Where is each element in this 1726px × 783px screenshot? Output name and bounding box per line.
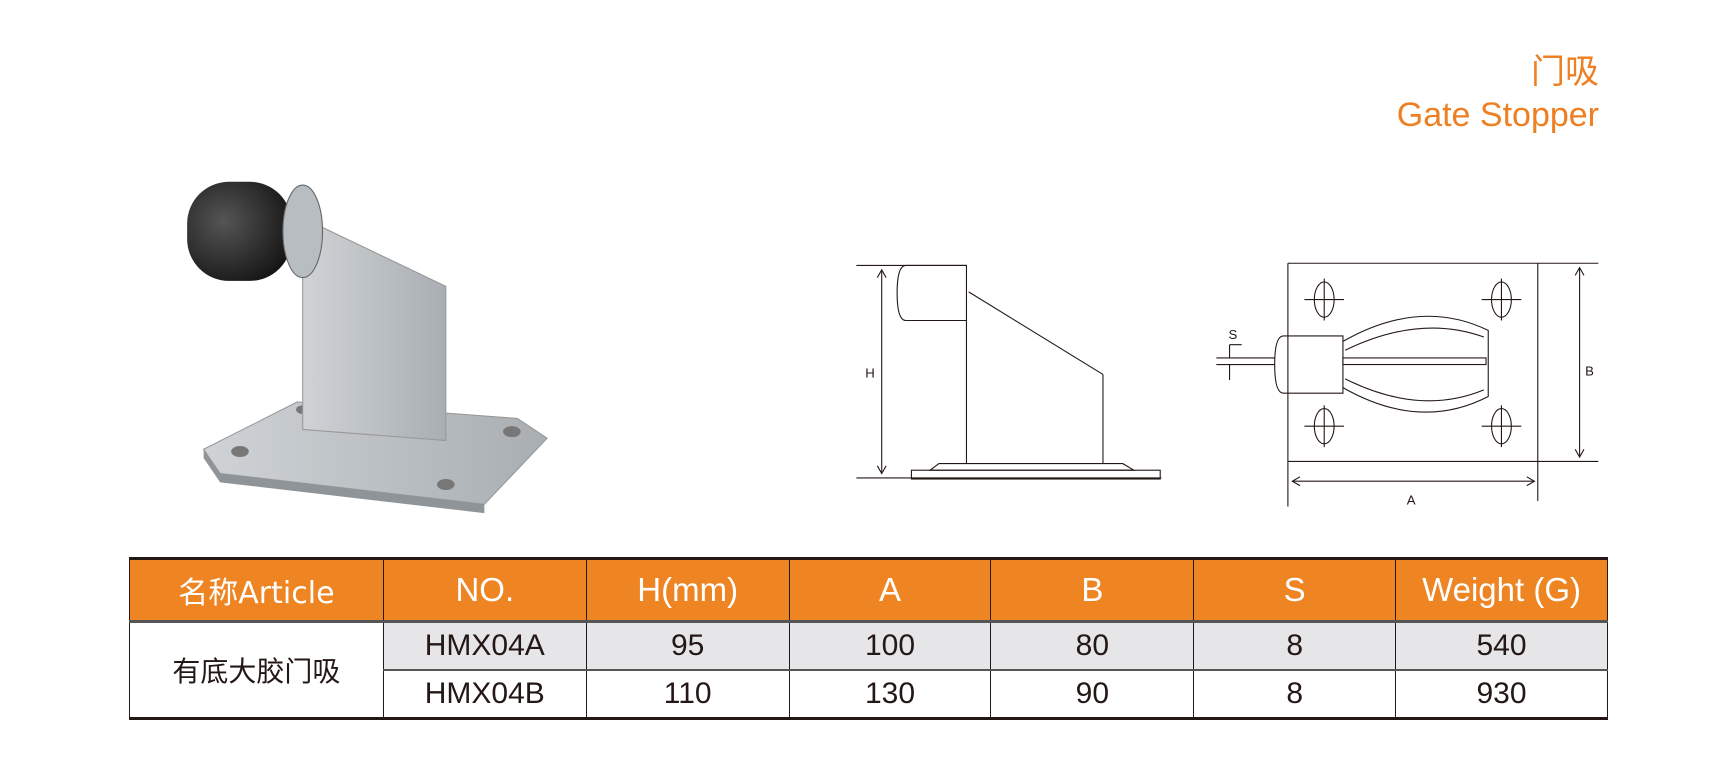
header-b: B bbox=[990, 558, 1195, 623]
header-weight: Weight (G) bbox=[1395, 558, 1608, 623]
cell-a: 100 bbox=[788, 621, 992, 671]
mount-hole-icons bbox=[1304, 278, 1522, 448]
cell-s: 8 bbox=[1193, 670, 1397, 719]
table-row: HMX04B 110 130 90 8 930 bbox=[130, 670, 1608, 719]
header-s: S bbox=[1193, 558, 1397, 623]
cell-weight: 540 bbox=[1395, 621, 1608, 671]
header-a: A bbox=[788, 558, 992, 623]
title-english: Gate Stopper bbox=[1396, 96, 1599, 134]
cell-b: 80 bbox=[990, 621, 1195, 671]
label-h: H bbox=[865, 366, 875, 381]
title-chinese: 门吸 bbox=[1531, 52, 1599, 92]
cell-b: 90 bbox=[990, 670, 1195, 719]
header-no: NO. bbox=[382, 558, 587, 623]
label-b: B bbox=[1585, 364, 1594, 379]
cell-weight: 930 bbox=[1395, 670, 1608, 719]
table-header-row: 名称Article NO. H(mm) A B S Weight (G) bbox=[129, 558, 1608, 623]
header-article: 名称Article bbox=[129, 558, 384, 623]
spec-table: 名称Article NO. H(mm) A B S Weight (G) 有底大… bbox=[129, 557, 1608, 720]
product-photo bbox=[187, 181, 548, 514]
cell-no: HMX04B bbox=[382, 670, 587, 719]
cell-no: HMX04A bbox=[382, 621, 587, 671]
cell-h: 110 bbox=[585, 670, 790, 719]
cell-h: 95 bbox=[585, 621, 790, 671]
header-h: H(mm) bbox=[585, 558, 790, 623]
label-a: A bbox=[1407, 492, 1416, 507]
article-name: 有底大胶门吸 bbox=[129, 621, 384, 719]
label-s: S bbox=[1228, 327, 1237, 342]
top-view-drawing bbox=[1216, 262, 1599, 507]
cell-s: 8 bbox=[1193, 621, 1397, 671]
cell-a: 130 bbox=[788, 670, 992, 719]
table-row: 有底大胶门吸 HMX04A 95 100 80 8 540 bbox=[129, 621, 1608, 719]
side-view-drawing bbox=[856, 264, 1162, 480]
